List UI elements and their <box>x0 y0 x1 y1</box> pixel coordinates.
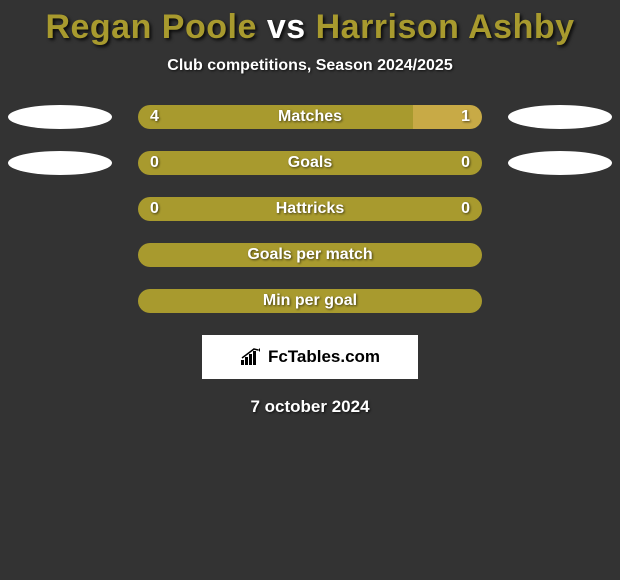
stat-bar: 00Hattricks <box>138 197 482 221</box>
stat-row: Goals per match <box>0 243 620 267</box>
stat-label: Goals per match <box>138 243 482 267</box>
stat-bar: Min per goal <box>138 289 482 313</box>
stat-bar: Goals per match <box>138 243 482 267</box>
stat-bar: 00Goals <box>138 151 482 175</box>
stat-label: Matches <box>138 105 482 129</box>
vs-text: vs <box>257 8 316 46</box>
stat-row: 41Matches <box>0 105 620 129</box>
stat-label: Goals <box>138 151 482 175</box>
stat-row: 00Hattricks <box>0 197 620 221</box>
stat-label: Min per goal <box>138 289 482 313</box>
page-title: Regan Poole vs Harrison Ashby <box>45 8 574 47</box>
chart-icon <box>240 348 262 366</box>
site-badge[interactable]: FcTables.com <box>202 335 418 379</box>
comparison-container: Regan Poole vs Harrison Ashby Club compe… <box>0 0 620 417</box>
player1-oval <box>8 105 112 129</box>
player2-name: Harrison Ashby <box>316 8 575 46</box>
player1-name: Regan Poole <box>45 8 256 46</box>
player2-oval <box>508 151 612 175</box>
stats-rows: 41Matches 00Goals 00Hattricks Goals per mat… <box>0 105 620 313</box>
stat-row: 00Goals <box>0 151 620 175</box>
stat-row: Min per goal <box>0 289 620 313</box>
subtitle: Club competitions, Season 2024/2025 <box>167 57 452 75</box>
stat-label: Hattricks <box>138 197 482 221</box>
date-text: 7 october 2024 <box>250 397 369 417</box>
stat-bar: 41Matches <box>138 105 482 129</box>
badge-text: FcTables.com <box>268 347 380 367</box>
player2-oval <box>508 105 612 129</box>
player1-oval <box>8 151 112 175</box>
